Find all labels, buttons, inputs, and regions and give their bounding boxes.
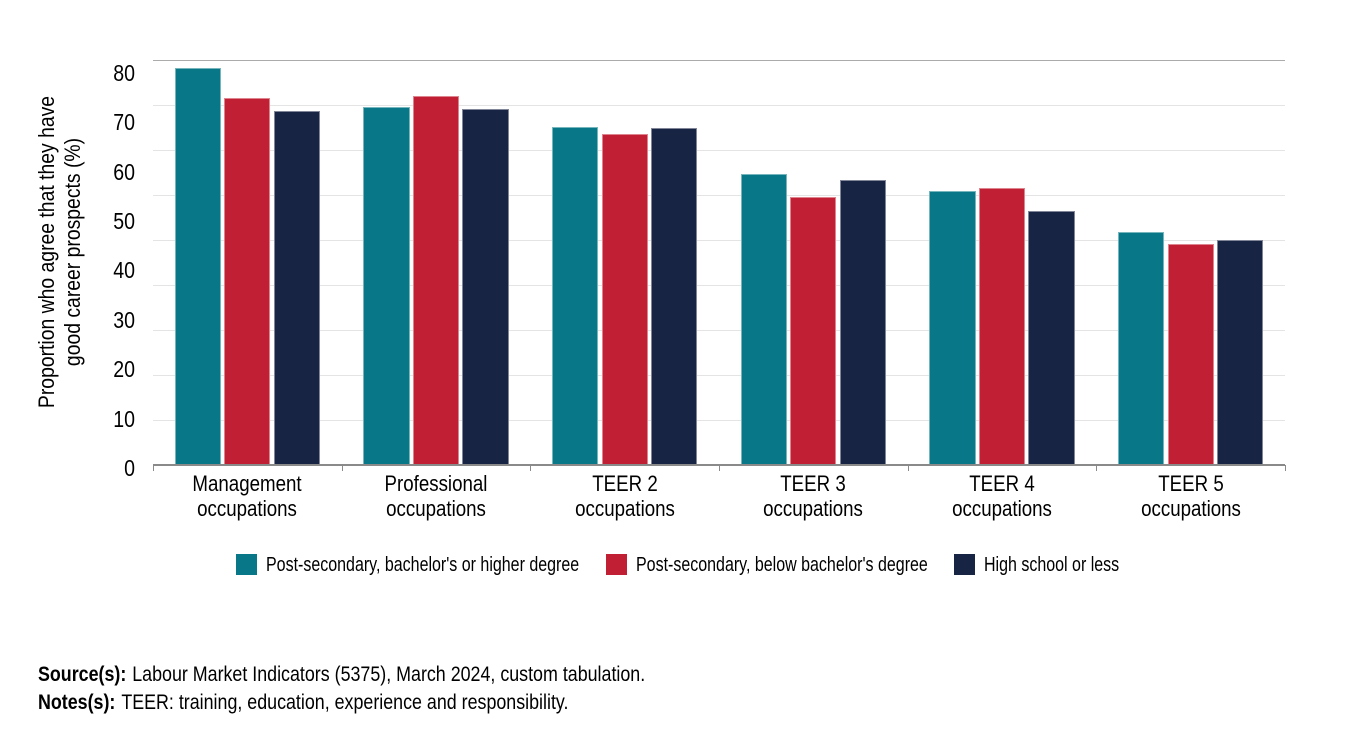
category-label-line: occupations xyxy=(952,495,1052,521)
category-label-2: Professional occupations xyxy=(356,471,516,521)
bar-teer-3-occupations-s2 xyxy=(839,180,886,465)
plot-area xyxy=(153,60,1285,465)
legend-swatch xyxy=(606,554,627,575)
bar-teer-5-occupations-s1 xyxy=(1167,244,1214,465)
gridline-30 xyxy=(153,329,1285,331)
bar-professional-occupations-s2 xyxy=(462,108,509,465)
bar-management-occupations-s0 xyxy=(174,68,221,465)
gridline-60 xyxy=(153,194,1285,196)
y-tick-label-10: 10 xyxy=(113,405,135,432)
y-tick-label-20: 20 xyxy=(113,356,135,383)
x-axis-tick xyxy=(153,465,154,471)
source-label: Source(s): xyxy=(38,663,127,686)
category-label-1: Management occupations xyxy=(167,471,327,521)
gridline-40 xyxy=(153,284,1285,286)
x-axis-tick xyxy=(719,465,720,471)
bar-professional-occupations-s1 xyxy=(412,95,460,465)
category-label-line: occupations xyxy=(574,495,675,521)
bar-teer-2-occupations-s0 xyxy=(552,126,599,465)
category-label-line: occupations xyxy=(1140,495,1241,521)
category-label-line: TEER 5 xyxy=(1157,471,1224,496)
x-axis-tick xyxy=(341,465,343,471)
category-label-3: TEER 2 occupations xyxy=(545,471,705,521)
category-label-4: TEER 3 occupations xyxy=(733,471,893,521)
y-tick-label-40: 40 xyxy=(113,257,135,284)
y-tick-label-0: 0 xyxy=(124,455,135,481)
gridline-80 xyxy=(153,104,1285,106)
x-axis-tick xyxy=(1096,465,1098,471)
bar-teer-4-occupations-s1 xyxy=(978,187,1026,465)
category-label-line: Professional xyxy=(384,471,488,496)
gridline-70 xyxy=(153,149,1285,151)
source-text: Labour Market Indicators (5375), March 2… xyxy=(132,663,646,686)
gridline-20 xyxy=(153,374,1285,376)
category-label-line: TEER 4 xyxy=(969,471,1035,496)
legend-label: High school or less xyxy=(984,554,1120,576)
notes-label: Notes(s): xyxy=(38,691,116,714)
gridline-10 xyxy=(153,419,1285,421)
notes-text: TEER: training, education, experience an… xyxy=(121,691,569,714)
bar-teer-4-occupations-s2 xyxy=(1028,211,1075,465)
category-label-6: TEER 5 occupations xyxy=(1111,471,1271,521)
category-label-line: TEER 2 xyxy=(591,471,658,496)
legend-label: Post-secondary, bachelor's or higher deg… xyxy=(266,554,580,576)
legend: Post-secondary, bachelor's or higher deg… xyxy=(0,552,1366,578)
legend-label: Post-secondary, below bachelor's degree xyxy=(636,554,928,576)
bar-professional-occupations-s0 xyxy=(363,107,410,465)
y-tick-label-80: 80 xyxy=(113,59,135,86)
y-tick-label-30: 30 xyxy=(113,306,135,333)
gridline-90 xyxy=(153,60,1285,61)
legend-swatch xyxy=(236,554,257,575)
legend-swatch xyxy=(954,554,975,575)
y-tick-label-70: 70 xyxy=(113,109,135,136)
category-label-line: occupations xyxy=(197,495,298,521)
x-axis-tick xyxy=(1285,465,1286,471)
bar-teer-4-occupations-s0 xyxy=(929,190,976,465)
x-axis-line xyxy=(153,464,1285,466)
notes-line: Notes(s): TEER: training, education, expe… xyxy=(38,690,568,716)
bar-teer-2-occupations-s2 xyxy=(651,127,698,465)
bar-management-occupations-s1 xyxy=(224,98,271,465)
y-tick-label-50: 50 xyxy=(113,208,135,234)
category-label-5: TEER 4 occupations xyxy=(922,471,1082,521)
source-line: Source(s): Labour Market Indicators (5375… xyxy=(38,662,645,688)
bar-management-occupations-s2 xyxy=(273,110,320,465)
gridline-50 xyxy=(153,239,1285,241)
bar-teer-5-occupations-s2 xyxy=(1217,239,1264,465)
bar-teer-3-occupations-s0 xyxy=(740,174,787,465)
x-axis-tick xyxy=(907,465,909,471)
category-label-line: occupations xyxy=(386,495,486,521)
x-axis-tick xyxy=(530,465,532,471)
category-label-line: occupations xyxy=(763,495,864,521)
category-label-line: TEER 3 xyxy=(780,471,847,496)
bar-teer-5-occupations-s0 xyxy=(1118,231,1165,465)
category-label-line: Management xyxy=(192,471,302,496)
bar-teer-3-occupations-s1 xyxy=(790,196,837,465)
y-tick-label-60: 60 xyxy=(113,158,135,185)
bar-teer-2-occupations-s1 xyxy=(601,133,648,465)
